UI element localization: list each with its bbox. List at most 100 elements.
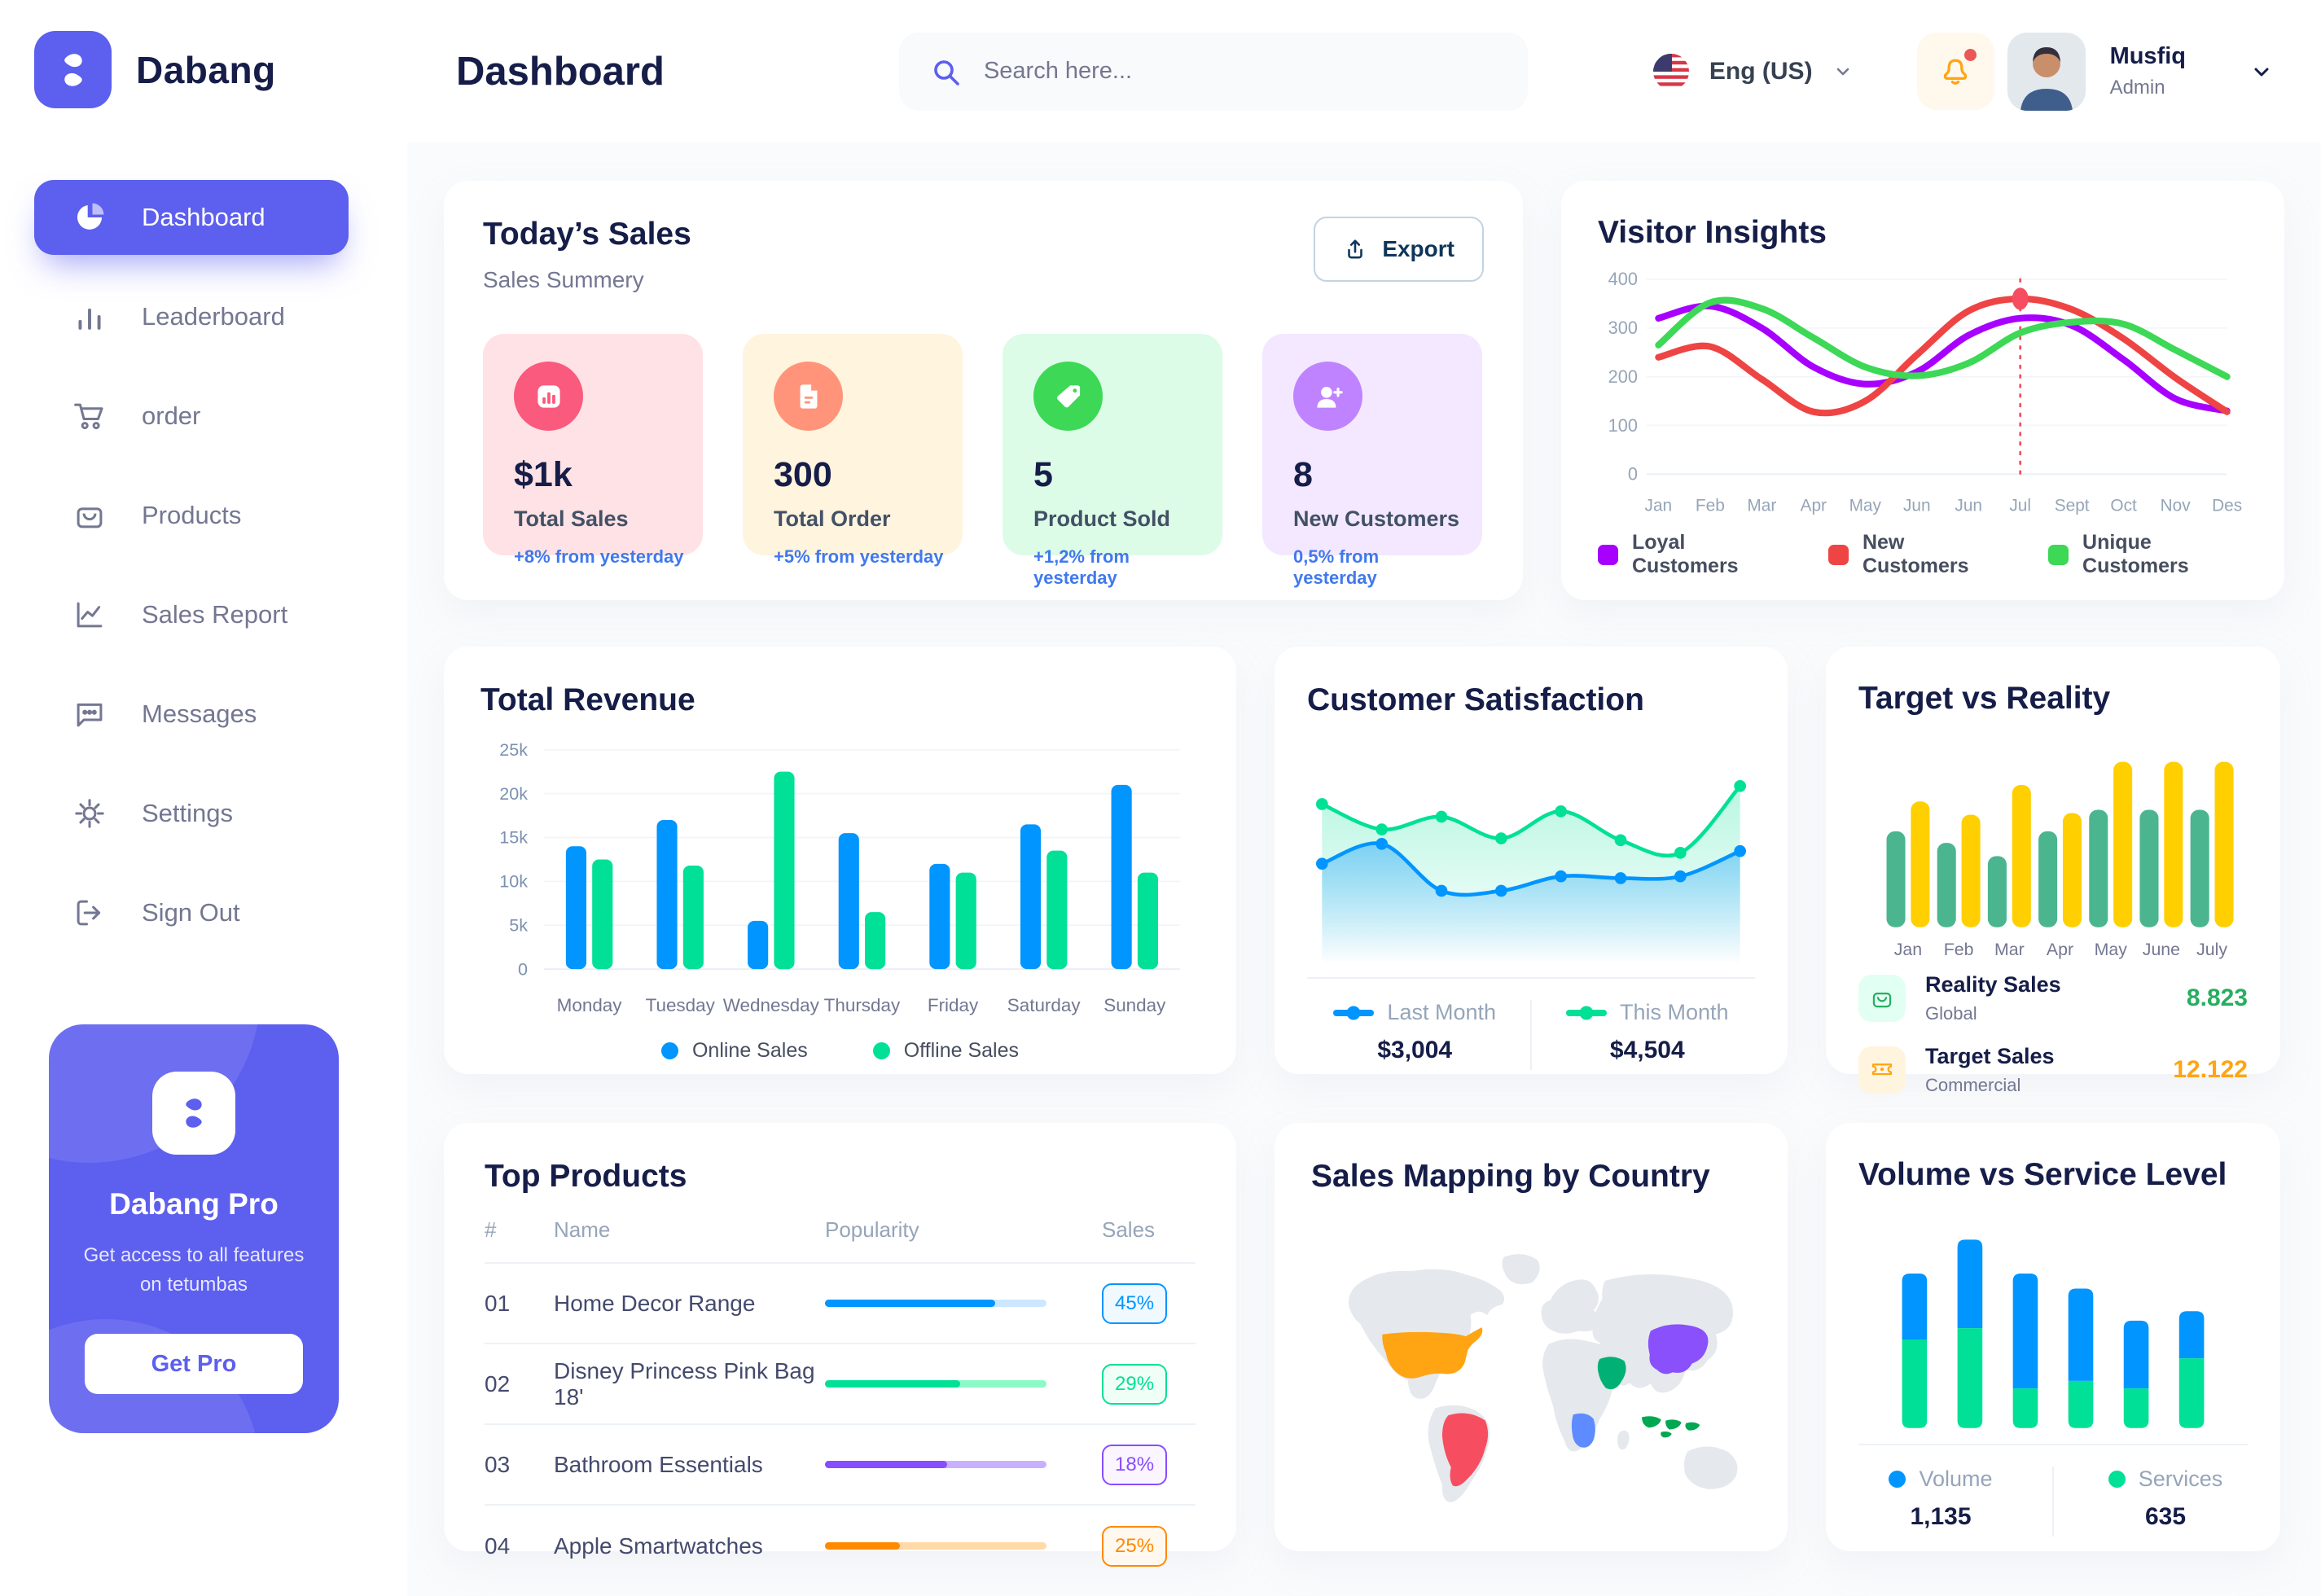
- target-vs-reality-card: Target vs Reality Jan Feb Mar Apr May June Jul…: [1826, 647, 2280, 1095]
- svg-text:20k: 20k: [499, 783, 528, 804]
- search-bar: [898, 32, 1528, 111]
- product-rank: 02: [485, 1370, 511, 1396]
- data-point: [1734, 779, 1746, 792]
- avatar-photo: [2007, 32, 2086, 111]
- sidebar: Dabang Dashboard Leaderboard ord: [0, 0, 407, 1596]
- user-role: Admin: [2109, 77, 2165, 99]
- legend-online-sales: Online Sales: [660, 1039, 808, 1063]
- gear-icon: [75, 799, 104, 828]
- bar: [1020, 824, 1042, 970]
- svg-text:Jan: Jan: [1645, 497, 1673, 515]
- bar: [1137, 872, 1159, 970]
- sidebar-item-leaderboard[interactable]: Leaderboard: [34, 279, 349, 354]
- data-point: [1435, 884, 1448, 897]
- search-input[interactable]: [983, 58, 1498, 85]
- data-point: [1435, 810, 1448, 823]
- bar: [929, 863, 950, 970]
- sidebar-item-sign-out[interactable]: Sign Out: [34, 875, 349, 950]
- bar-volume: [2178, 1311, 2205, 1359]
- receipt-icon: [774, 362, 843, 431]
- sign-out-icon: [77, 900, 101, 926]
- row-2: Total Revenue 0 5k 10k 15k 20k 25k Monday Tuesd…: [444, 647, 2284, 1095]
- svg-text:May: May: [1849, 497, 1882, 515]
- svg-text:10k: 10k: [499, 871, 528, 892]
- svg-text:Jan: Jan: [1894, 940, 1922, 959]
- chart-legend: Volume 1,135 Services 635: [1858, 1467, 2248, 1537]
- legend-label: Services: [2138, 1467, 2223, 1491]
- sales-badge: 25%: [1102, 1525, 1168, 1567]
- bar-services: [2012, 1388, 2038, 1428]
- avatar[interactable]: [2007, 32, 2086, 111]
- table-header: # Name Popularity Sales: [485, 1217, 1196, 1264]
- language-selector[interactable]: Eng (US): [1652, 53, 1854, 90]
- country-indonesia: [1661, 1431, 1672, 1438]
- notifications-button[interactable]: [1916, 33, 1994, 110]
- sidebar-item-products[interactable]: Products: [34, 478, 349, 553]
- sales-badge: 18%: [1102, 1444, 1168, 1485]
- legend-label: Loyal Customers: [1632, 531, 1739, 577]
- sidebar-item-settings[interactable]: Settings: [34, 776, 349, 851]
- brand: Dabang: [0, 0, 407, 108]
- legend-last-month: Last Month $3,004: [1333, 1000, 1496, 1064]
- sidebar-item-dashboard[interactable]: Dashboard: [34, 180, 349, 255]
- svg-text:0: 0: [1628, 464, 1638, 484]
- sidebar-item-messages[interactable]: Messages: [34, 677, 349, 752]
- kpi-delta: +1,2% from yesterday: [1033, 546, 1130, 588]
- bar: [592, 859, 613, 970]
- chevron-down-icon[interactable]: [2249, 59, 2274, 84]
- svg-text:300: 300: [1608, 318, 1638, 338]
- total-revenue-card: Total Revenue 0 5k 10k 15k 20k 25k Monday Tuesd…: [444, 647, 1236, 1074]
- kpi-value: $1k: [514, 455, 573, 494]
- continent: [1683, 1446, 1738, 1489]
- data-point: [1495, 884, 1507, 897]
- svg-text:Thursday: Thursday: [824, 995, 901, 1015]
- sidebar-item-label: Sign Out: [142, 898, 240, 927]
- get-pro-button[interactable]: Get Pro: [85, 1334, 303, 1394]
- country-dr-congo: [1571, 1413, 1595, 1448]
- sidebar-item-label: Products: [142, 501, 242, 529]
- bar: [1961, 814, 1981, 927]
- data-point: [1375, 837, 1388, 850]
- section-title: Total Revenue: [480, 682, 695, 717]
- kpi-delta: +8% from yesterday: [514, 546, 684, 567]
- kpi-total-sales: $1k Total Sales +8% from yesterday: [483, 334, 703, 567]
- legend-label: Last Month: [1387, 1000, 1496, 1024]
- bar: [748, 920, 769, 970]
- user-menu[interactable]: Musfiq Admin: [2110, 43, 2186, 99]
- export-button[interactable]: Export: [1314, 217, 1484, 282]
- bar-services: [2178, 1358, 2205, 1428]
- bar: [838, 833, 859, 970]
- data-point: [1614, 872, 1627, 884]
- sidebar-item-sales-report[interactable]: Sales Report: [34, 577, 349, 652]
- kpi-delta: 0,5% from yesterday: [1293, 546, 1380, 588]
- bar-volume: [2123, 1320, 2149, 1389]
- sales-badge: 45%: [1102, 1282, 1168, 1324]
- legend-value: 1,135: [1910, 1503, 1972, 1530]
- series-line: [1655, 296, 2231, 380]
- data-point: [1674, 847, 1687, 859]
- kpi-label: New Customers: [1293, 506, 1460, 531]
- sidebar-item-order[interactable]: order: [34, 379, 349, 454]
- product-name: Home Decor Range: [554, 1290, 756, 1316]
- chart-legend: Online Sales Offline Sales: [480, 1039, 1200, 1063]
- dashboard-content: Today’s Sales Sales Summery Export: [407, 142, 2321, 1596]
- user-plus-icon: [1293, 362, 1362, 431]
- popularity-bar: [825, 1380, 1046, 1388]
- target-vs-reality-chart: Jan Feb Mar Apr May June July: [1886, 761, 2234, 959]
- sidebar-item-label: Leaderboard: [142, 302, 285, 331]
- legend-new-customers: New Customers: [1827, 531, 2003, 578]
- main-area: Dashboard: [407, 0, 2321, 1596]
- country-indonesia: [1642, 1416, 1661, 1428]
- message-bubble-icon: [77, 703, 103, 727]
- row-3: Top Products # Name Popularity Sales 01 H…: [444, 1123, 2284, 1567]
- product-rank: 01: [485, 1290, 511, 1316]
- chart-legend: Loyal Customers New Customers Unique Cus…: [1598, 531, 2248, 578]
- kpi-cards: $1k Total Sales +8% from yesterday 300 T…: [483, 334, 1484, 588]
- bar: [774, 771, 795, 970]
- data-point: [1495, 832, 1507, 844]
- shopping-bag-icon: [1858, 975, 1906, 1022]
- svg-text:Nov: Nov: [2161, 497, 2192, 515]
- kpi-label: Total Sales: [514, 506, 629, 531]
- data-point: [1555, 870, 1567, 883]
